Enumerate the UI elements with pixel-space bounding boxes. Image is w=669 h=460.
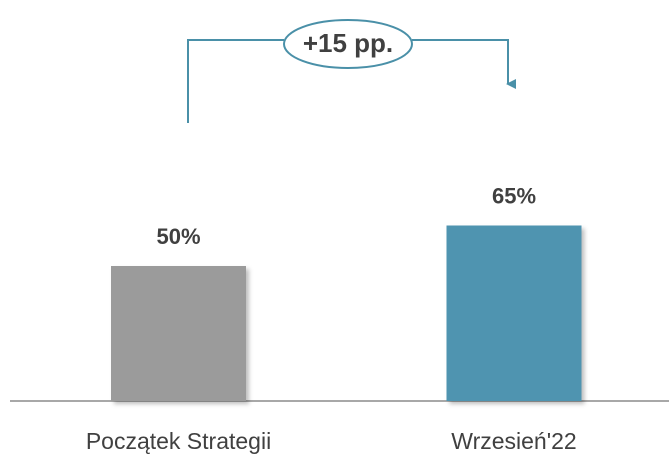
data-label: 65% [492,183,536,208]
bar [446,225,582,401]
annotation: +15 pp. [303,28,393,58]
data-label: 50% [156,224,200,249]
bar [111,266,246,401]
x-tick-label: Początek Strategii [86,428,271,454]
x-tick-label: Wrzesień'22 [451,428,576,454]
annotation-bracket [187,19,516,123]
